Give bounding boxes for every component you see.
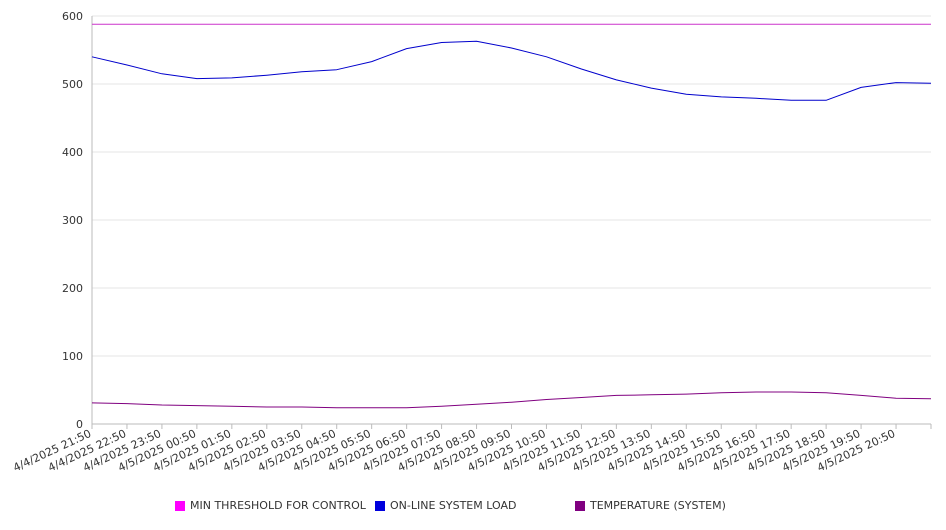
legend-item-system-load[interactable]: ON-LINE SYSTEM LOAD [375, 499, 516, 512]
y-tick-label: 600 [62, 10, 83, 23]
legend-label-temperature: TEMPERATURE (SYSTEM) [590, 499, 726, 512]
series-line-system-load [91, 40, 932, 101]
y-tick-label: 400 [62, 146, 83, 159]
legend-item-temperature[interactable]: TEMPERATURE (SYSTEM) [575, 499, 726, 512]
legend-label-min-threshold: MIN THRESHOLD FOR CONTROL [190, 499, 366, 512]
y-tick-label: 200 [62, 282, 83, 295]
y-tick-label: 500 [62, 78, 83, 91]
legend-label-system-load: ON-LINE SYSTEM LOAD [390, 499, 517, 512]
legend-swatch-system-load [375, 500, 385, 511]
series-line-temperature [91, 391, 932, 409]
legend-item-min-threshold[interactable]: MIN THRESHOLD FOR CONTROL [175, 499, 366, 512]
y-tick-label: 100 [62, 350, 83, 363]
legend-swatch-temperature [575, 500, 585, 511]
legend: MIN THRESHOLD FOR CONTROL ON-LINE SYSTEM… [0, 499, 946, 513]
legend-swatch-min-threshold [175, 500, 185, 511]
y-tick-label: 0 [76, 418, 83, 431]
y-tick-label: 300 [62, 214, 83, 227]
